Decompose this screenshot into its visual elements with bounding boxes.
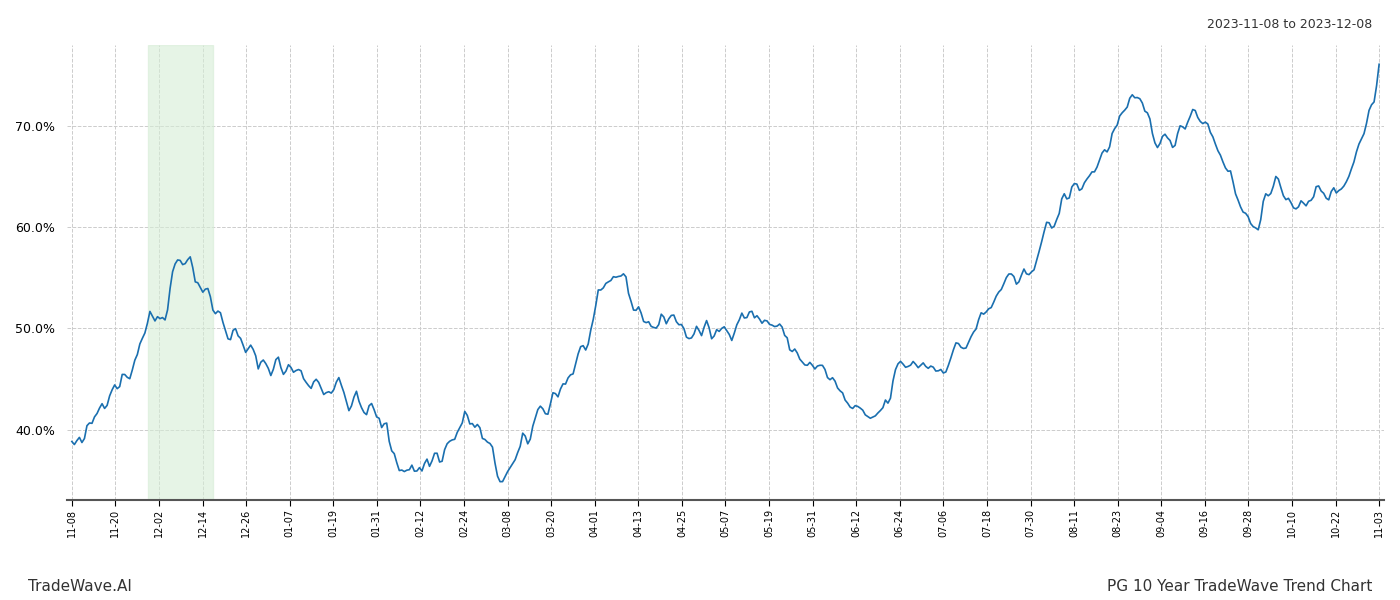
Bar xyxy=(148,45,213,500)
Text: 2023-11-08 to 2023-12-08: 2023-11-08 to 2023-12-08 xyxy=(1207,18,1372,31)
Text: TradeWave.AI: TradeWave.AI xyxy=(28,579,132,594)
Text: PG 10 Year TradeWave Trend Chart: PG 10 Year TradeWave Trend Chart xyxy=(1106,579,1372,594)
